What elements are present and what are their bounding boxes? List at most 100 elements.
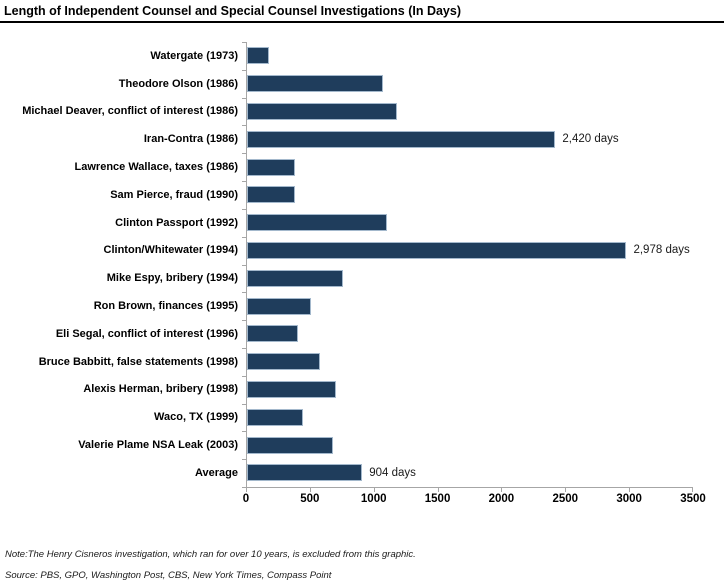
x-axis-tick-label: 2500	[552, 493, 579, 505]
category-label: Valerie Plame NSA Leak (2003)	[78, 439, 238, 452]
category-label: Theodore Olson (1986)	[118, 77, 238, 90]
y-axis-tick-mark	[242, 125, 246, 127]
bar	[247, 214, 388, 232]
y-axis-tick-mark	[242, 347, 246, 349]
category-label: Clinton/Whitewater (1994)	[103, 244, 238, 257]
bar-row: Eli Segal, conflict of interest (1996)	[0, 319, 724, 348]
bar	[247, 464, 363, 482]
y-axis-tick-mark	[242, 264, 246, 266]
bar-row: Theodore Olson (1986)	[0, 69, 724, 98]
y-axis-tick-mark	[242, 153, 246, 155]
x-axis-tick-label: 0	[242, 493, 250, 505]
y-axis-tick-mark	[242, 403, 246, 405]
x-axis-tick-mark	[565, 488, 567, 492]
chart-title: Length of Independent Counsel and Specia…	[4, 4, 461, 18]
bar-row: Average 904 days	[0, 458, 724, 487]
category-label: Clinton Passport (1992)	[115, 216, 238, 229]
x-axis-tick-mark	[246, 488, 247, 492]
bar	[247, 269, 344, 287]
bar	[247, 436, 333, 454]
x-axis-tick-label: 1500	[424, 493, 451, 505]
x-axis: 0 500 1000 1500 2000 2500 3000 3500	[242, 487, 706, 512]
bar-value-label: 2,420 days	[562, 133, 619, 146]
category-label: Mike Espy, bribery (1994)	[106, 272, 238, 285]
bar-track	[246, 319, 693, 348]
x-axis-tick-label: 2000	[488, 493, 515, 505]
plot-area: Watergate (1973) Theodore Olson (1986) Mic…	[0, 42, 724, 488]
x-axis-tick-label: 3500	[680, 493, 706, 505]
bar	[247, 158, 296, 176]
category-label: Sam Pierce, fraud (1990)	[110, 188, 238, 201]
bar-row: Lawrence Wallace, taxes (1986)	[0, 153, 724, 181]
x-axis-tick-mark	[309, 488, 311, 492]
bar-row: Clinton Passport (1992)	[0, 208, 724, 237]
y-axis-tick-mark	[242, 69, 246, 71]
y-axis-tick-mark	[242, 181, 246, 183]
x-axis-tick-mark	[629, 488, 631, 492]
bar-track	[246, 153, 693, 181]
bar	[247, 408, 304, 426]
bar	[247, 130, 556, 148]
bar-track	[246, 347, 693, 376]
bar	[247, 297, 312, 315]
y-axis-tick-mark	[242, 320, 246, 322]
category-label: Eli Segal, conflict of interest (1996)	[55, 327, 238, 340]
bar	[247, 102, 398, 120]
bar-row: Iran-Contra (1986) 2,420 days	[0, 125, 724, 154]
y-axis-tick-mark	[242, 42, 246, 43]
bar-track	[246, 264, 693, 293]
y-axis-tick-mark	[242, 487, 246, 488]
category-label: Waco, TX (1999)	[154, 411, 238, 424]
bar-row: Alexis Herman, bribery (1998)	[0, 375, 724, 404]
y-axis-tick-mark	[242, 459, 246, 461]
x-axis-tick-mark	[437, 488, 439, 492]
bar-track	[246, 208, 693, 237]
bar-row: Ron Brown, finances (1995)	[0, 292, 724, 320]
x-axis-tick-label: 1000	[360, 493, 387, 505]
bar-track	[246, 69, 693, 98]
bar	[247, 241, 627, 259]
bar-track: 904 days	[246, 458, 693, 487]
bar-row: Watergate (1973)	[0, 42, 724, 70]
bar-track	[246, 403, 693, 432]
y-axis-tick-mark	[242, 431, 246, 433]
source-text: Source: PBS, GPO, Washington Post, CBS, …	[5, 570, 332, 581]
bar-row: Clinton/Whitewater (1994) 2,978 days	[0, 236, 724, 265]
category-label: Michael Deaver, conflict of interest (19…	[22, 105, 238, 118]
bar	[247, 47, 269, 65]
y-axis-tick-mark	[242, 97, 246, 99]
y-axis-tick-mark	[242, 292, 246, 294]
category-label: Average	[194, 466, 238, 479]
x-axis-tick-label: 3000	[616, 493, 642, 505]
title-underline-rule	[0, 21, 724, 23]
bar-row: Sam Pierce, fraud (1990)	[0, 180, 724, 209]
category-label: Watergate (1973)	[150, 49, 238, 62]
x-axis-tick-label: 500	[300, 493, 320, 505]
y-axis-tick-mark	[242, 375, 246, 377]
bar-track: 2,420 days	[246, 125, 693, 154]
bar-row: Waco, TX (1999)	[0, 403, 724, 432]
bar-track	[246, 431, 693, 459]
category-label: Lawrence Wallace, taxes (1986)	[74, 161, 238, 174]
category-label: Ron Brown, finances (1995)	[93, 300, 238, 313]
bar	[247, 380, 336, 398]
bar-track	[246, 180, 693, 209]
x-axis-tick-mark	[501, 488, 503, 492]
category-label: Iran-Contra (1986)	[143, 133, 238, 146]
y-axis-tick-mark	[242, 208, 246, 210]
bar-row: Michael Deaver, conflict of interest (19…	[0, 97, 724, 126]
bar	[247, 75, 384, 93]
y-axis-tick-mark	[242, 236, 246, 238]
bar-track	[246, 97, 693, 126]
bar-track	[246, 292, 693, 320]
bar-row: Mike Espy, bribery (1994)	[0, 264, 724, 293]
bar-row: Valerie Plame NSA Leak (2003)	[0, 431, 724, 459]
bar-value-label: 904 days	[369, 466, 416, 479]
bar-row: Bruce Babbitt, false statements (1998)	[0, 347, 724, 376]
bar-track	[246, 42, 693, 70]
x-axis-tick-mark	[373, 488, 375, 492]
category-label: Bruce Babbitt, false statements (1998)	[38, 355, 238, 368]
bar	[247, 353, 321, 371]
bar-track: 2,978 days	[246, 236, 693, 265]
